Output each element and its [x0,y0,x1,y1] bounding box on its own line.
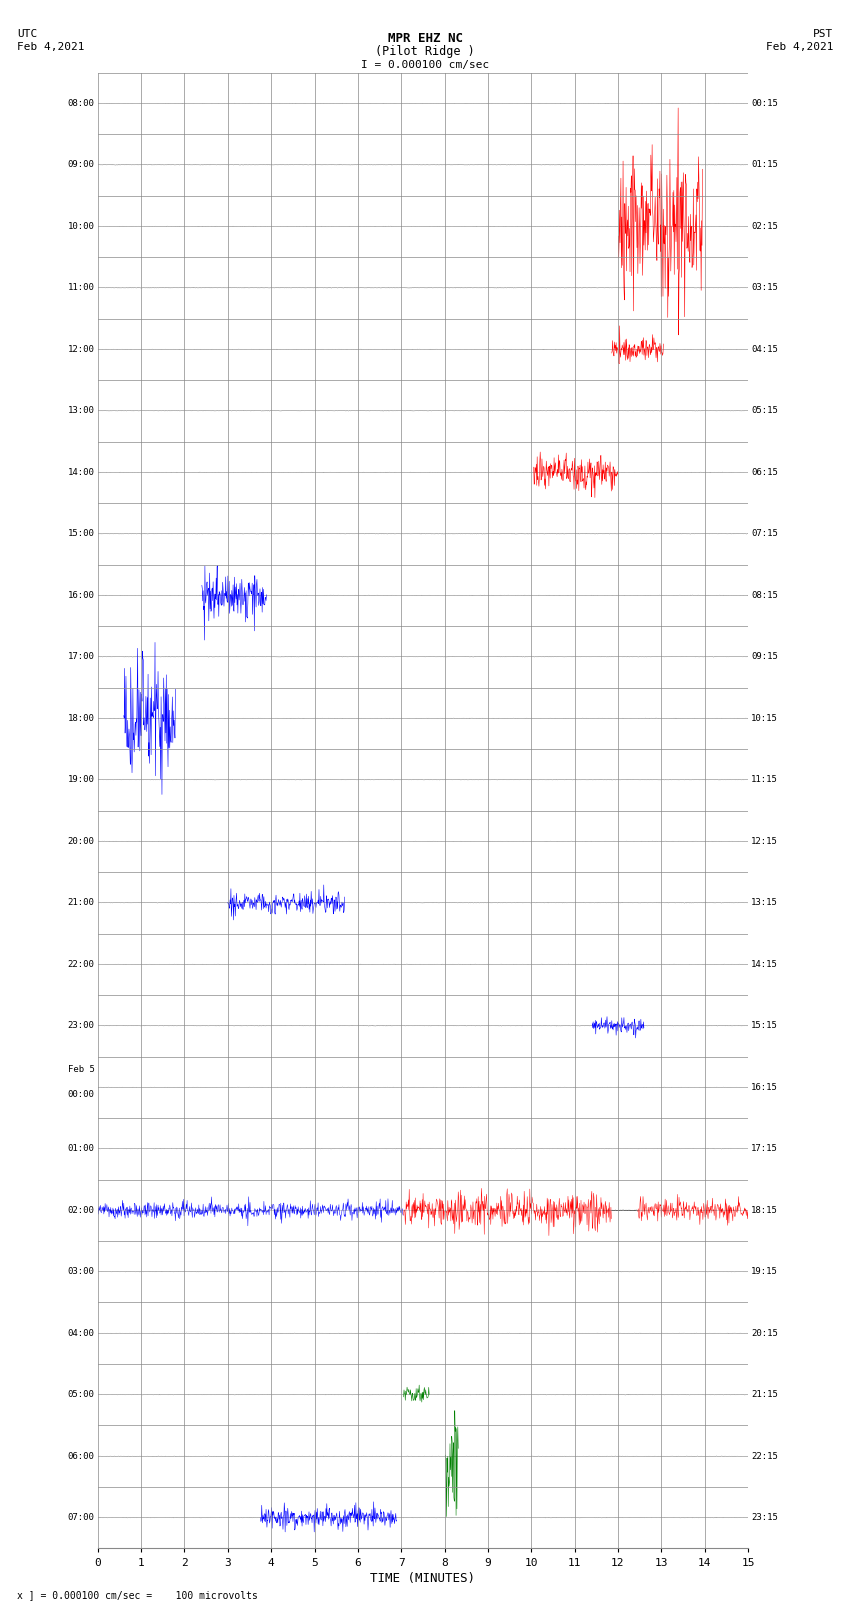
Text: 08:15: 08:15 [751,590,778,600]
Text: 03:00: 03:00 [68,1268,94,1276]
Text: x ] = 0.000100 cm/sec =    100 microvolts: x ] = 0.000100 cm/sec = 100 microvolts [17,1590,258,1600]
Text: Feb 4,2021: Feb 4,2021 [766,42,833,52]
Text: 04:15: 04:15 [751,345,778,353]
Text: 01:00: 01:00 [68,1144,94,1153]
Text: 05:15: 05:15 [751,406,778,415]
Text: 20:15: 20:15 [751,1329,778,1337]
Text: 04:00: 04:00 [68,1329,94,1337]
Text: 09:15: 09:15 [751,652,778,661]
Text: MPR EHZ NC: MPR EHZ NC [388,32,462,45]
Text: 23:15: 23:15 [751,1513,778,1523]
Text: 10:00: 10:00 [68,223,94,231]
Text: 08:00: 08:00 [68,98,94,108]
Text: 15:15: 15:15 [751,1021,778,1031]
Text: 02:15: 02:15 [751,223,778,231]
Text: 06:15: 06:15 [751,468,778,477]
Text: 01:15: 01:15 [751,160,778,169]
Text: 11:15: 11:15 [751,776,778,784]
Text: UTC: UTC [17,29,37,39]
Text: 00:00: 00:00 [68,1090,94,1098]
Text: 16:15: 16:15 [751,1082,778,1092]
Text: 12:15: 12:15 [751,837,778,845]
Text: 21:00: 21:00 [68,898,94,907]
Text: 13:00: 13:00 [68,406,94,415]
Text: 22:00: 22:00 [68,960,94,969]
Text: 00:15: 00:15 [751,98,778,108]
Text: 02:00: 02:00 [68,1207,94,1215]
Text: 14:15: 14:15 [751,960,778,969]
Text: Feb 4,2021: Feb 4,2021 [17,42,84,52]
Text: 20:00: 20:00 [68,837,94,845]
Text: 22:15: 22:15 [751,1452,778,1461]
Text: 10:15: 10:15 [751,715,778,723]
Text: 07:15: 07:15 [751,529,778,539]
Text: 19:00: 19:00 [68,776,94,784]
Text: (Pilot Ridge ): (Pilot Ridge ) [375,45,475,58]
Text: 14:00: 14:00 [68,468,94,477]
Text: 17:15: 17:15 [751,1144,778,1153]
Text: PST: PST [813,29,833,39]
Text: 18:15: 18:15 [751,1207,778,1215]
Text: 21:15: 21:15 [751,1390,778,1398]
X-axis label: TIME (MINUTES): TIME (MINUTES) [371,1571,475,1584]
Text: 17:00: 17:00 [68,652,94,661]
Text: 12:00: 12:00 [68,345,94,353]
Text: 15:00: 15:00 [68,529,94,539]
Text: 05:00: 05:00 [68,1390,94,1398]
Text: 18:00: 18:00 [68,715,94,723]
Text: 19:15: 19:15 [751,1268,778,1276]
Text: 16:00: 16:00 [68,590,94,600]
Text: 06:00: 06:00 [68,1452,94,1461]
Text: 03:15: 03:15 [751,284,778,292]
Text: 09:00: 09:00 [68,160,94,169]
Text: I = 0.000100 cm/sec: I = 0.000100 cm/sec [361,60,489,69]
Text: 07:00: 07:00 [68,1513,94,1523]
Text: 23:00: 23:00 [68,1021,94,1031]
Text: Feb 5: Feb 5 [68,1065,94,1074]
Text: 11:00: 11:00 [68,284,94,292]
Text: 13:15: 13:15 [751,898,778,907]
